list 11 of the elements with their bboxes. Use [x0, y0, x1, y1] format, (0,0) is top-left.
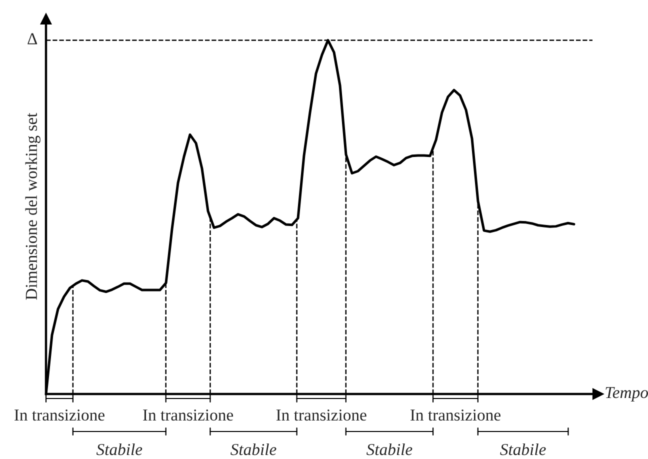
x-axis-title: Tempo: [606, 387, 648, 402]
text: In transizione: [276, 409, 366, 421]
text: In transizione: [143, 409, 234, 421]
ref-line-label: Δ: [28, 33, 38, 44]
text: Stabile: [366, 443, 412, 456]
text: In transizione: [410, 409, 500, 421]
text: Stabile: [500, 443, 546, 456]
text: In transizione: [14, 409, 104, 421]
y-axis-title: Dimensione del working set: [25, 112, 40, 300]
text: Stabile: [230, 443, 276, 456]
text: Stabile: [96, 443, 142, 456]
